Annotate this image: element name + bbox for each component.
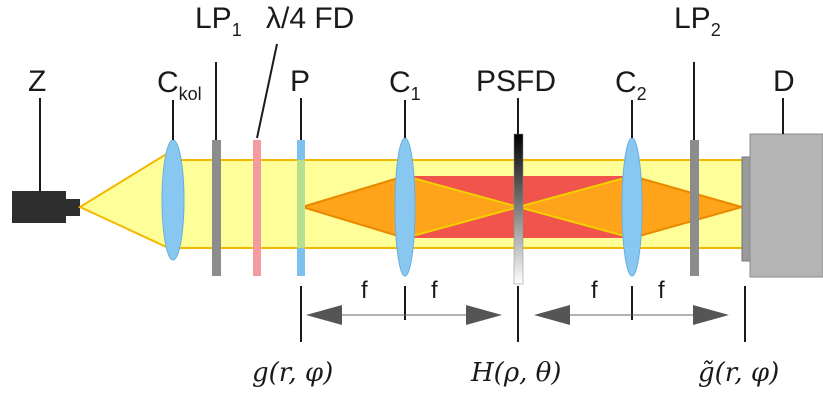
arrow-head	[306, 305, 342, 325]
arrow-head	[466, 305, 502, 325]
focal-label-1: f	[361, 277, 368, 304]
lens-c2	[621, 137, 643, 277]
arrow-head	[693, 305, 729, 325]
focal-label-2: f	[431, 277, 438, 304]
label-c1: C1	[389, 66, 421, 104]
polarizer-lp2	[690, 140, 699, 276]
math-h-filter: H(ρ, θ)	[470, 358, 561, 388]
lens-ckol	[161, 139, 185, 261]
math-g-output: g̃(r, φ)	[698, 358, 779, 388]
light-source-z	[12, 191, 80, 223]
polarizer-lp1	[212, 140, 221, 276]
focal-label-4: f	[658, 277, 665, 304]
math-g-input: g(r, φ)	[252, 358, 333, 388]
polarizer-p-overlap	[297, 160, 305, 248]
label-lp1: LP1	[195, 2, 242, 40]
quarter-wave-plate	[253, 140, 261, 276]
diverging-beam	[77, 148, 174, 252]
focal-arrows	[306, 305, 729, 325]
label-qwp: λ/4 FD	[266, 2, 354, 35]
leader-lines	[39, 43, 784, 191]
label-lp2: LP2	[674, 2, 721, 40]
plane-markers	[300, 286, 746, 342]
label-p: P	[290, 65, 310, 98]
psfd-filter	[513, 133, 524, 285]
label-ckol: Ckol	[157, 66, 202, 104]
arrow-head	[534, 305, 570, 325]
label-z: Z	[28, 65, 46, 98]
lens-c1	[394, 137, 416, 277]
label-psfd: PSFD	[476, 65, 556, 98]
focal-label-3: f	[591, 277, 598, 304]
label-d: D	[773, 65, 795, 98]
label-c2: C2	[615, 66, 647, 104]
detector-d	[741, 133, 823, 278]
